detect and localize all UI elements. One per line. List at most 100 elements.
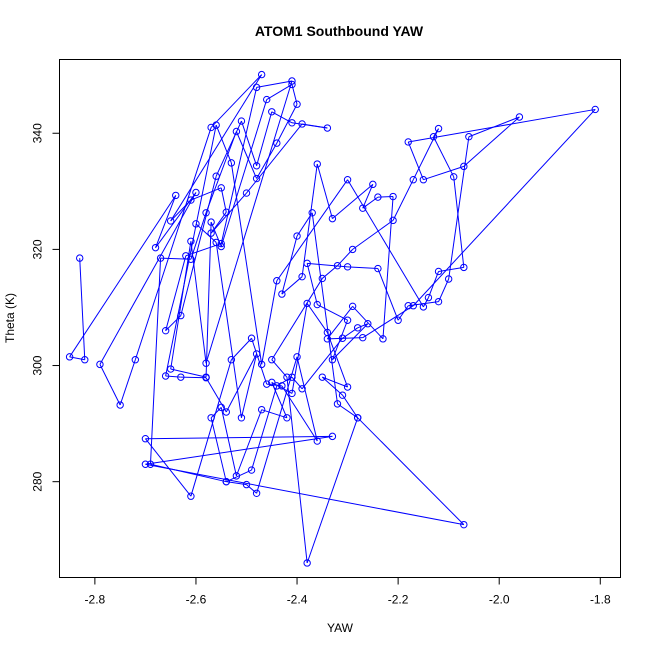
series-segment (240, 120, 258, 166)
data-point (141, 460, 150, 468)
series-segment (99, 192, 197, 365)
data-point (202, 374, 210, 382)
series-segment (337, 403, 358, 419)
series-segment (220, 87, 258, 244)
data-point (343, 176, 352, 184)
series-segment (322, 376, 348, 388)
data-point (237, 414, 246, 422)
series-segment (433, 136, 455, 178)
data-point (419, 176, 428, 184)
series-segment (170, 74, 263, 222)
data-point (460, 162, 468, 171)
data-point (389, 216, 397, 225)
series-segment (220, 407, 237, 476)
series-segment (332, 183, 374, 219)
data-point (166, 365, 175, 373)
series-segment (317, 304, 348, 321)
series-segment (316, 163, 333, 219)
series-segment (408, 108, 596, 143)
data-point (288, 373, 296, 381)
series-segment (311, 212, 338, 404)
data-point (359, 333, 367, 342)
data-point (444, 275, 453, 283)
data-point (247, 334, 256, 342)
y-axis-label: Theta (K) (3, 293, 17, 343)
series-segment (362, 305, 414, 339)
data-point (192, 188, 200, 197)
data-point (146, 460, 155, 468)
series-segment (448, 136, 470, 280)
series-segment (433, 128, 439, 137)
series-segment (412, 128, 440, 180)
series-segment (281, 235, 298, 295)
chart-title: ATOM1 Southbound YAW (255, 23, 424, 39)
series-segment (180, 376, 207, 379)
data-point (303, 259, 311, 268)
data-point (389, 192, 397, 201)
series-segment (362, 184, 374, 209)
data-point (217, 242, 225, 251)
data-point (227, 159, 236, 167)
data-point (328, 214, 337, 223)
data-point (242, 480, 251, 489)
series-segment (463, 116, 520, 167)
data-point (343, 316, 352, 324)
series-segment (190, 212, 207, 260)
series-segment (438, 266, 464, 272)
data-point (273, 277, 281, 285)
series-segment (134, 127, 212, 360)
series-segment (205, 377, 227, 413)
series-segment (438, 278, 450, 302)
series-segment (271, 278, 323, 360)
data-point (333, 400, 342, 408)
data-point (237, 117, 246, 125)
data-point (323, 124, 332, 132)
data-point (460, 520, 468, 529)
data-point (207, 229, 215, 237)
data-point (131, 356, 140, 364)
data-point (288, 77, 296, 85)
data-point (379, 335, 387, 343)
series-segment (145, 463, 464, 526)
x-tick-label: -2.2 (388, 593, 409, 607)
series-segment (352, 219, 394, 250)
data-point (182, 252, 190, 260)
series-segment (149, 258, 162, 465)
series-segment (145, 435, 333, 465)
series-segment (210, 192, 247, 234)
data-point (222, 408, 230, 416)
series-segment (377, 268, 399, 321)
series-segment (145, 438, 192, 497)
data-point (348, 302, 357, 311)
x-axis: -2.8 -2.6 -2.4 -2.2 -2.0 -1.8 (85, 577, 611, 607)
data-point (232, 472, 241, 480)
data-point (338, 334, 347, 342)
y-tick-label: 300 (31, 355, 45, 375)
data-point (288, 389, 296, 398)
data-point (187, 255, 195, 263)
series-segment (453, 176, 465, 268)
series-segment (215, 124, 232, 164)
data-point (515, 113, 524, 121)
data-point (242, 189, 251, 197)
series-segment (190, 187, 222, 201)
data-point (252, 489, 261, 497)
data-point (369, 180, 377, 189)
series-segment (246, 484, 257, 494)
series-segment (251, 385, 278, 471)
series-segment (352, 305, 384, 340)
data-point (313, 300, 321, 309)
data-point (116, 401, 124, 409)
series-segment (266, 84, 293, 100)
data-point (374, 193, 382, 201)
data-point (252, 350, 261, 358)
data-point (217, 403, 225, 412)
data-point (278, 290, 286, 298)
data-point (343, 263, 352, 271)
series-segment (306, 263, 318, 305)
data-point (409, 302, 417, 310)
series-segment (256, 80, 293, 88)
data-point (424, 293, 433, 302)
